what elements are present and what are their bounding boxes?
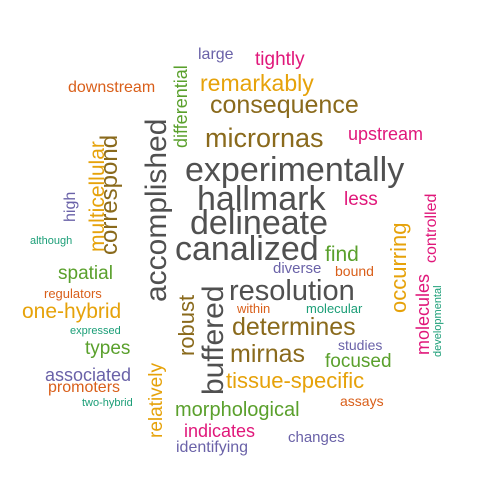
word-tissue-specific: tissue-specific [226,368,365,393]
word-upstream: upstream [348,124,424,144]
word-high: high [62,191,79,222]
word-controlled: controlled [423,193,440,263]
word-although: although [30,235,73,247]
word-micrornas: micrornas [205,123,324,153]
word-buffered: buffered [197,285,230,395]
word-focused: focused [325,351,392,372]
word-find: find [325,243,359,266]
word-differential: differential [171,65,191,148]
word-molecular: molecular [306,301,363,316]
word-diverse: diverse [273,260,322,277]
word-morphological: morphological [175,399,300,421]
word-molecules: molecules [413,273,433,355]
word-delineate: delineate [190,204,329,242]
word-experimentally: experimentally [185,151,405,189]
word-multicellular: multicellular [86,141,109,252]
word-promoters: promoters [48,379,121,396]
word-expressed: expressed [70,325,121,337]
word-resolution: resolution [229,275,355,307]
word-assays: assays [340,393,384,409]
word-changes: changes [288,429,345,446]
word-studies: studies [338,337,383,353]
word-mirnas: mirnas [230,340,306,368]
word-identifying: identifying [176,439,249,456]
word-associated: associated [45,365,132,385]
word-types: types [85,338,131,359]
word-indicates: indicates [184,421,256,441]
word-hallmark: hallmark [197,180,326,218]
word-downstream: downstream [68,79,156,96]
word-regulators: regulators [44,286,102,301]
word-spatial: spatial [58,263,113,284]
word-tightly: tightly [255,49,305,70]
word-determines: determines [232,313,356,341]
word-robust: robust [174,294,199,356]
word-within: within [237,301,271,316]
word-accomplished: accomplished [140,118,173,302]
word-one-hybrid: one-hybrid [22,300,122,323]
word-canalized: canalized [175,230,319,268]
word-relatively: relatively [146,363,167,438]
word-remarkably: remarkably [200,70,314,96]
word-bound: bound [335,263,374,279]
word-large: large [198,46,234,63]
word-developmental: developmental [432,285,444,357]
word-occurring: occurring [386,222,411,313]
word-two-hybrid: two-hybrid [82,397,133,409]
word-less: less [344,189,378,210]
word-consequence: consequence [210,91,359,119]
